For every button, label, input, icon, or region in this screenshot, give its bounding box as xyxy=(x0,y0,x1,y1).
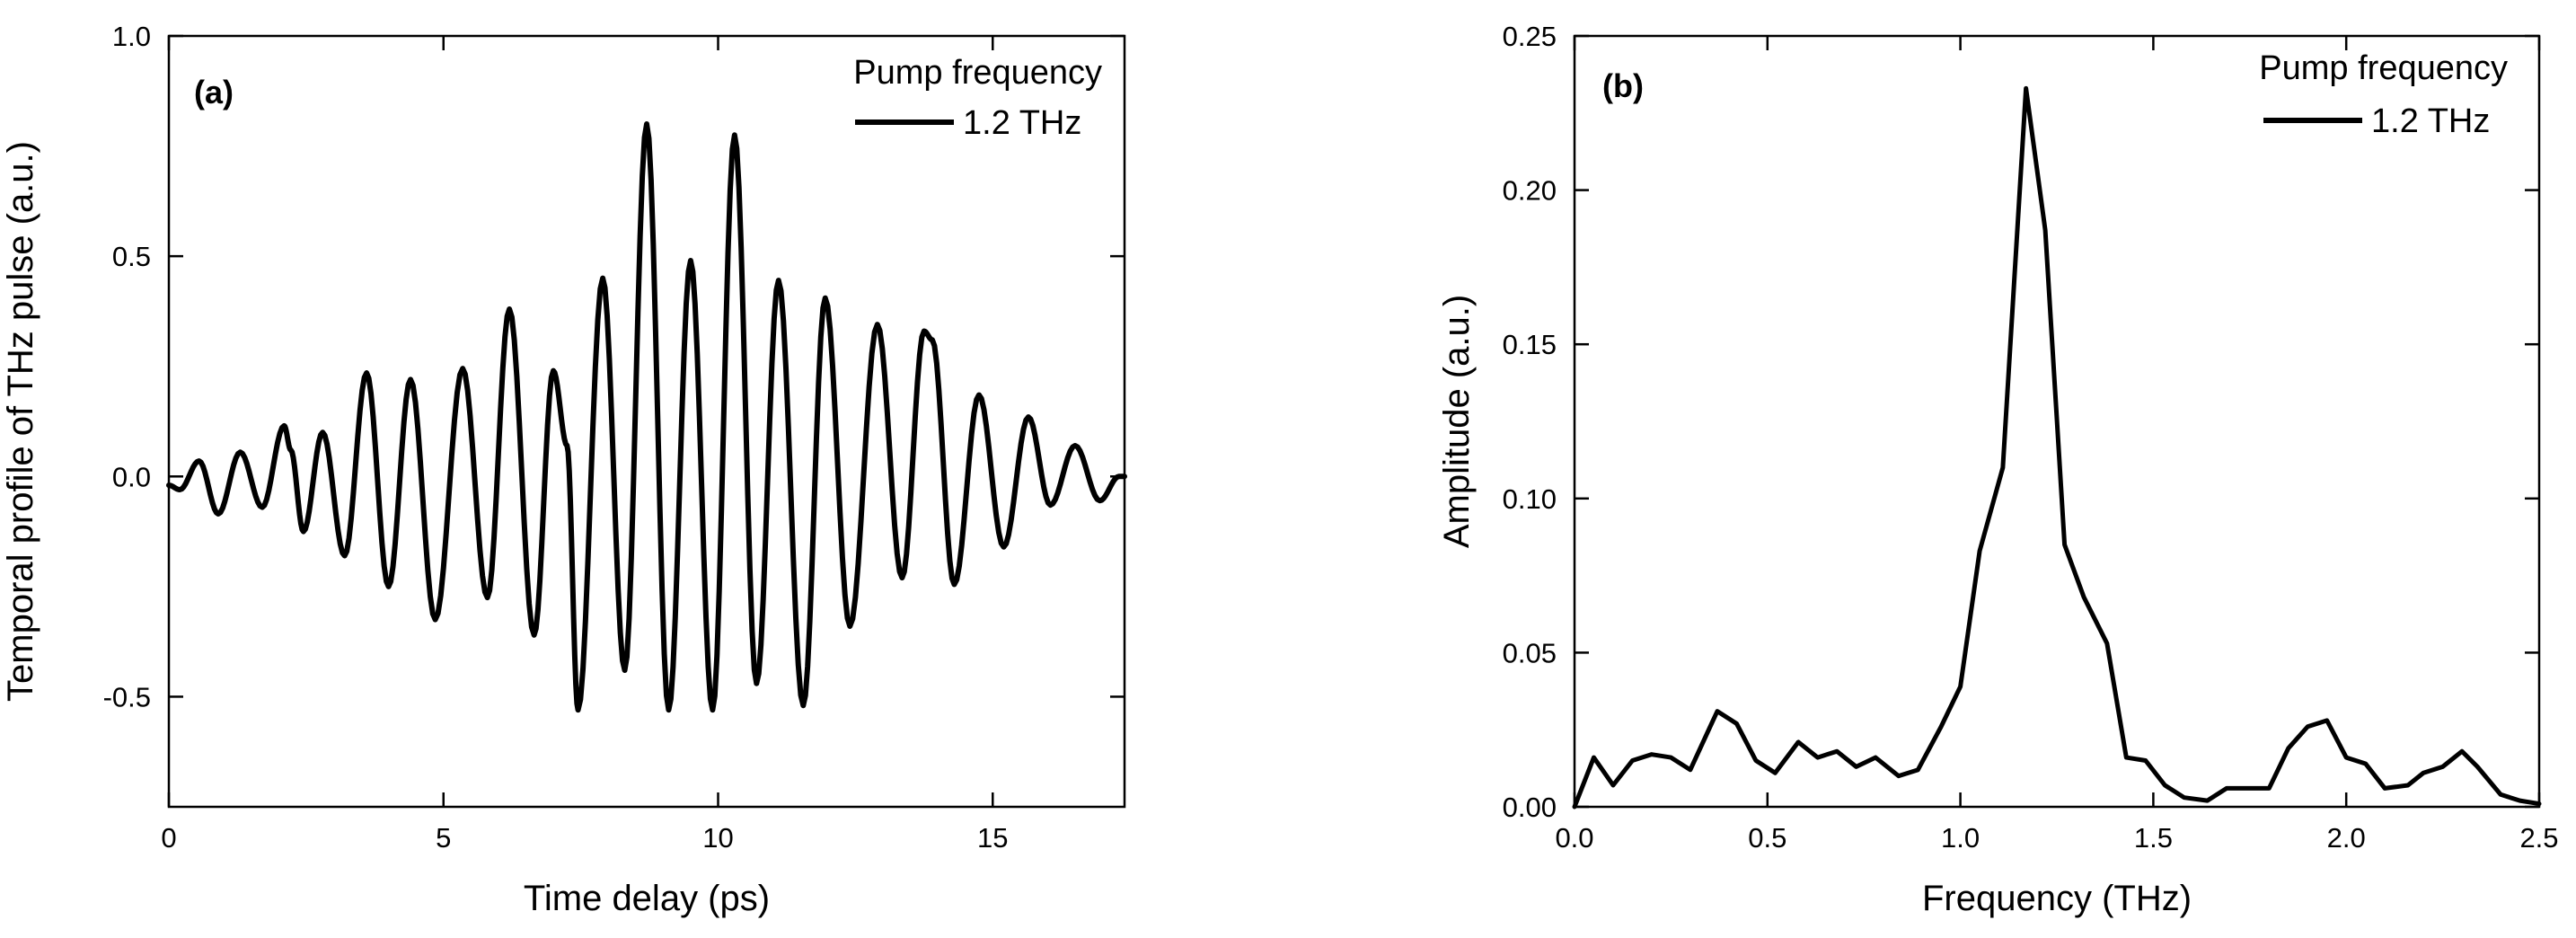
panel-b-series-line-1-2-thz xyxy=(1572,85,2542,810)
panel-b-data-layer xyxy=(1572,85,2542,810)
panel-a-y-tick-label: 1.0 xyxy=(112,21,151,52)
panel-a-x-axis-title: Time delay (ps) xyxy=(524,879,770,918)
panel-a-ticks: 0 5 10 15 -0.5 0.0 0.5 1.0 xyxy=(103,21,1125,854)
panel-a-x-tick-label: 5 xyxy=(436,822,451,854)
panel-b-x-tick-label: 0.0 xyxy=(1555,822,1593,854)
panel-a-legend-entry: 1.2 THz xyxy=(963,104,1081,142)
panel-a-y-tick-label: 0.0 xyxy=(112,461,151,492)
panel-a-x-tick-label: 0 xyxy=(161,822,176,854)
panel-b-frequency-domain: (b) 0.0 0.5 1.0 1.5 2.0 2.50.000.050.100.150.… xyxy=(1437,21,2559,918)
panel-a-data-layer xyxy=(166,121,1127,713)
panel-a-series-line-1-2-thz xyxy=(166,121,1127,713)
panel-a-y-axis-title: Temporal profile of THz pulse (a.u.) xyxy=(1,141,40,702)
panel-b-y-tick-label: 0.00 xyxy=(1503,792,1557,823)
panel-a-y-tick-label: 0.5 xyxy=(112,241,151,272)
panel-b-y-axis-title: Amplitude (a.u.) xyxy=(1437,295,1477,548)
panel-b-y-tick-label: 0.05 xyxy=(1503,637,1557,668)
panel-a-y-tick-label: -0.5 xyxy=(103,681,151,712)
panel-a-x-tick-label: 15 xyxy=(977,822,1008,854)
panel-b-label: (b) xyxy=(1602,67,1644,104)
panel-a-legend: Pump frequency 1.2 THz xyxy=(853,54,1102,142)
panel-b-x-tick-label: 1.0 xyxy=(1941,822,1980,854)
panel-b-y-tick-label: 0.15 xyxy=(1503,329,1557,360)
panel-b-y-tick-label: 0.25 xyxy=(1503,21,1557,52)
panel-b-x-tick-label: 2.5 xyxy=(2519,822,2558,854)
panel-a-label: (a) xyxy=(194,74,234,111)
panel-b-y-tick-label: 0.10 xyxy=(1503,483,1557,515)
panel-b-x-axis-title: Frequency (THz) xyxy=(1922,879,2192,918)
panel-b-plot-frame xyxy=(1573,34,2541,809)
panel-a-legend-title: Pump frequency xyxy=(853,54,1102,92)
panel-b-y-tick-label: 0.20 xyxy=(1503,175,1557,207)
panel-b-legend-entry: 1.2 THz xyxy=(2371,102,2490,140)
panel-b-ticks: 0.0 0.5 1.0 1.5 2.0 2.5 0.00 0.05 0.10 0.15 0.20 0.… xyxy=(1503,21,2559,854)
panel-b-x-tick-label: 1.5 xyxy=(2134,822,2173,854)
panel-a-x-tick-label: 10 xyxy=(702,822,733,854)
panel-b-x-tick-label: 0.5 xyxy=(1748,822,1786,854)
panel-a-plot-frame xyxy=(167,34,1126,809)
panel-b-legend-title: Pump frequency xyxy=(2259,49,2508,87)
panel-b-x-tick-label: 2.0 xyxy=(2327,822,2366,854)
panel-b-legend: Pump frequency 1.2 THz xyxy=(2259,49,2508,140)
panel-a-time-domain: (a) 0 5 10 15-0.50.00.51.0 Time delay (ps) … xyxy=(1,21,1127,918)
